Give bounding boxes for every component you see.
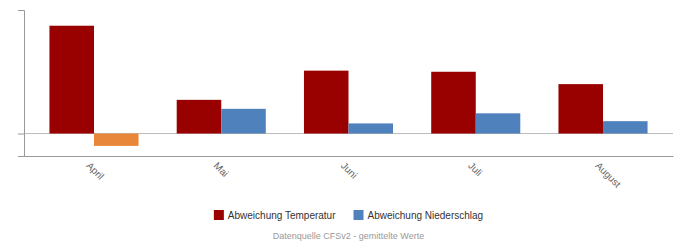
bar [603,121,648,133]
legend-label: Abweichung Temperatur [228,210,336,221]
bar [431,72,476,134]
x-axis-line [25,156,674,157]
bar [558,84,603,133]
bar [94,134,139,146]
x-axis: April Mai Juni Juli August [25,156,674,190]
footer: Datenquelle CFSv2 - gemittelte Werte [273,231,424,241]
chart: April Mai Juni Juli August Abweichung Tempera… [0,0,697,244]
legend-label: Abweichung Niederschlag [368,210,484,221]
plot: April Mai Juni Juli August [18,11,674,190]
bar [476,113,521,133]
x-tick-label: August [593,160,623,190]
bars [49,26,647,146]
bar [349,123,394,133]
bar [49,26,94,134]
legend-item: Abweichung Niederschlag [354,210,484,221]
x-tick-label: Juli [466,160,484,178]
legend-swatch [354,210,364,220]
bar [304,71,349,134]
bar [177,100,222,134]
x-tick: August [593,156,623,190]
legend-item: Abweichung Temperatur [214,210,336,221]
x-tick-label: April [84,160,106,182]
y-tick-mark [18,134,24,135]
legend-swatch [214,210,224,220]
legend: Abweichung Temperatur Abweichung Niedersc… [214,210,483,221]
x-tick-label: Mai [212,160,231,179]
x-tick: Juni [339,156,360,181]
x-tick: Mai [212,156,231,179]
y-axis-line [18,11,25,157]
y-tick [18,134,24,135]
x-tick: Juli [466,156,484,178]
x-tick-label: Juni [339,160,360,181]
bar [221,109,266,134]
y-axis [18,11,25,157]
x-tick: April [84,156,106,182]
